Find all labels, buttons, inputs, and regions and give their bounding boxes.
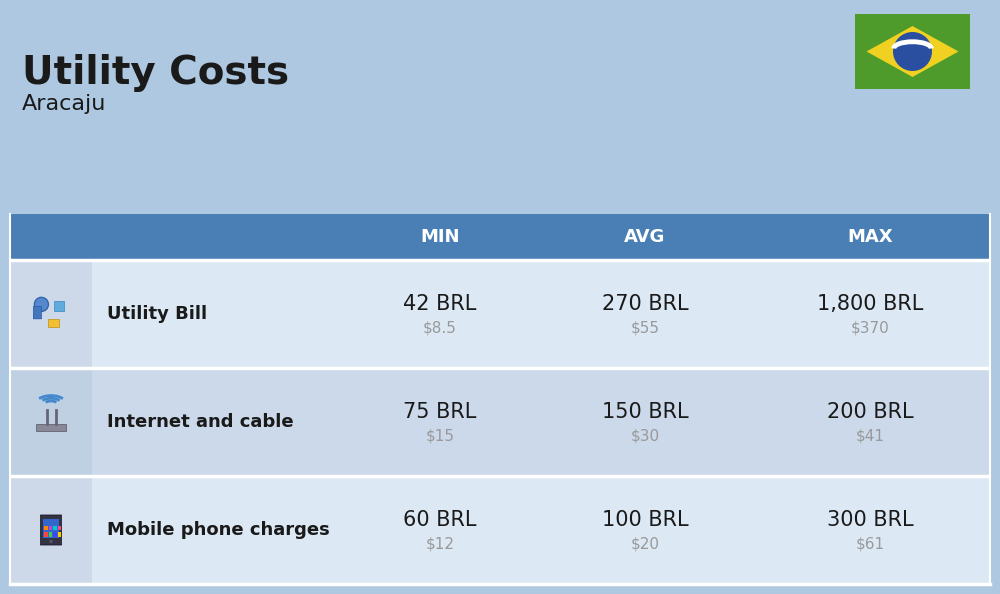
Circle shape	[34, 298, 48, 311]
Text: 150 BRL: 150 BRL	[602, 402, 688, 422]
Bar	[36, 424, 66, 431]
Bar	[855, 14, 970, 89]
Text: $15: $15	[426, 428, 454, 444]
Circle shape	[893, 32, 932, 71]
FancyBboxPatch shape	[40, 515, 62, 545]
Bar	[43, 519, 59, 538]
Text: $12: $12	[426, 536, 454, 551]
Text: $20: $20	[631, 536, 660, 551]
Text: 270 BRL: 270 BRL	[602, 294, 688, 314]
Text: 75 BRL: 75 BRL	[403, 402, 477, 422]
Bar	[53, 532, 57, 536]
Bar	[49, 532, 52, 536]
Text: $41: $41	[856, 428, 885, 444]
Bar	[54, 301, 64, 311]
Bar	[44, 526, 48, 530]
Text: $61: $61	[855, 536, 885, 551]
Bar	[53, 526, 57, 530]
Text: 42 BRL: 42 BRL	[403, 294, 477, 314]
Polygon shape	[866, 26, 958, 77]
Bar	[49, 526, 52, 530]
FancyBboxPatch shape	[33, 307, 41, 319]
Text: Utility Bill: Utility Bill	[107, 305, 207, 323]
Text: Utility Costs: Utility Costs	[22, 54, 289, 92]
Bar	[44, 532, 48, 536]
Bar	[48, 319, 59, 327]
Text: $30: $30	[630, 428, 660, 444]
Bar	[10, 368, 92, 476]
Bar	[10, 260, 990, 368]
Text: $8.5: $8.5	[423, 321, 457, 336]
Bar	[58, 526, 61, 530]
Text: MAX: MAX	[847, 228, 893, 246]
Text: 200 BRL: 200 BRL	[827, 402, 913, 422]
Circle shape	[49, 539, 53, 544]
Text: Internet and cable: Internet and cable	[107, 413, 294, 431]
Bar	[58, 532, 61, 536]
Text: 1,800 BRL: 1,800 BRL	[817, 294, 923, 314]
Text: $55: $55	[631, 321, 660, 336]
Text: Mobile phone charges: Mobile phone charges	[107, 521, 330, 539]
Text: 60 BRL: 60 BRL	[403, 510, 477, 530]
Text: AVG: AVG	[624, 228, 666, 246]
Text: 100 BRL: 100 BRL	[602, 510, 688, 530]
Text: $370: $370	[851, 321, 889, 336]
Bar	[10, 368, 990, 476]
Bar	[10, 476, 92, 584]
Text: 300 BRL: 300 BRL	[827, 510, 913, 530]
Text: Aracaju: Aracaju	[22, 94, 106, 114]
Text: MIN: MIN	[420, 228, 460, 246]
Bar	[10, 260, 92, 368]
Bar	[10, 214, 990, 260]
Bar	[10, 476, 990, 584]
